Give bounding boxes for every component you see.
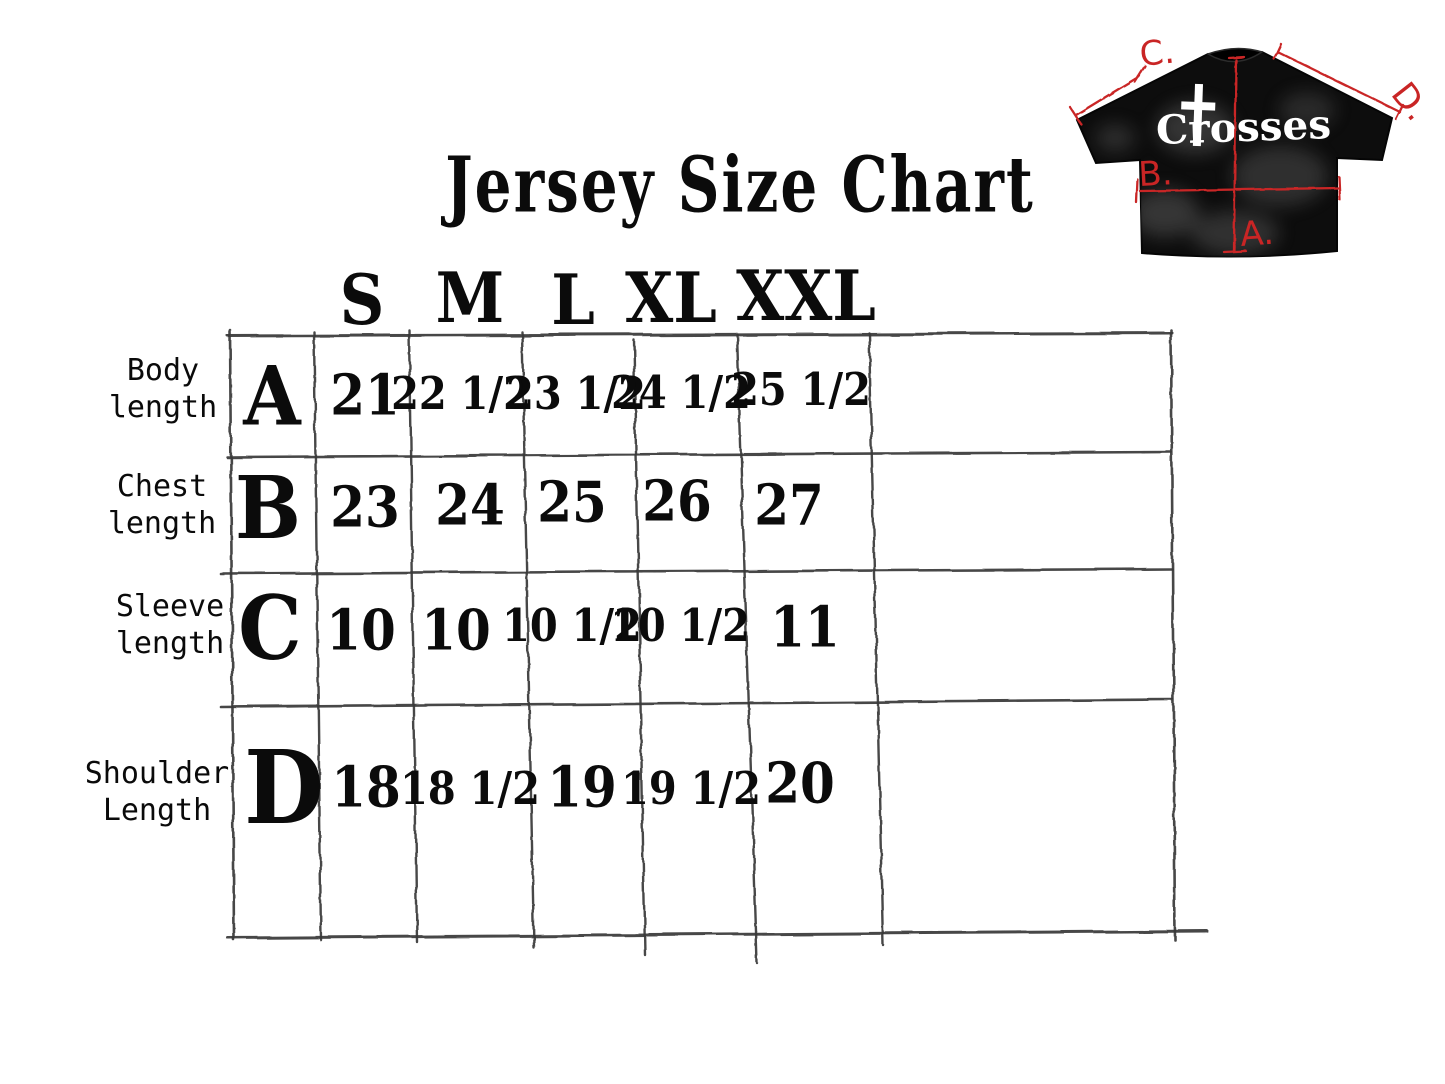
- measurement-line-a: [1222, 55, 1248, 254]
- grid-line-right: [1169, 328, 1177, 942]
- grid-line-top: [226, 331, 1174, 338]
- cell-chest-xl: 26: [642, 467, 712, 535]
- annotation-label-a: A.: [1239, 213, 1275, 255]
- row-label-line: length: [108, 390, 218, 425]
- row-label-line: Chest: [116, 469, 208, 504]
- annotation-label-b: B.: [1137, 153, 1173, 195]
- brand-print-text: Crosses: [1155, 101, 1332, 154]
- grid-line-letter-col: [312, 330, 323, 942]
- cell-shoulder-xl: 19 1/2: [621, 762, 761, 816]
- jersey-graphic: Crosses: [1068, 32, 1437, 258]
- cell-sleeve-s: 10: [326, 596, 396, 664]
- annotation-label-c: C.: [1138, 32, 1177, 75]
- grid-line-row-ab: [225, 450, 1173, 459]
- row-letter-a: A: [243, 349, 301, 445]
- grid-line-s-m: [407, 328, 419, 944]
- cell-sleeve-l: 10 1/2: [502, 599, 642, 653]
- size-header-xl: XL: [625, 257, 717, 339]
- cross-icon: [1181, 83, 1216, 147]
- cell-shoulder-s: 18: [331, 753, 401, 821]
- row-label-line: Length: [102, 793, 212, 828]
- grid-line-row-bc: [219, 567, 1174, 576]
- cell-body-xxl: 25 1/2: [731, 363, 871, 417]
- cell-chest-s: 23: [330, 473, 400, 541]
- grid-line-m-l: [520, 330, 536, 950]
- measurement-line-b: [1134, 175, 1342, 204]
- cell-chest-xxl: 27: [754, 471, 824, 539]
- page-title: Jersey Size Chart: [445, 140, 1035, 230]
- row-label-line: length: [107, 506, 217, 541]
- collar-band: [1206, 47, 1264, 63]
- grid-line-xl-xxl: [735, 332, 759, 965]
- row-label-line: Body: [126, 353, 200, 388]
- row-letter-b: B: [235, 458, 301, 560]
- cell-sleeve-xl: 10 1/2: [610, 599, 750, 653]
- row-label-chest-length: Chest length: [32, 468, 292, 542]
- cell-body-xl: 24 1/2: [611, 366, 751, 420]
- measurement-line-d: [1272, 42, 1405, 121]
- row-label-line: length: [115, 626, 225, 661]
- row-letter-d: D: [244, 728, 324, 848]
- size-header-m: M: [435, 257, 505, 339]
- measurement-line-c: [1068, 64, 1147, 126]
- size-header-s: S: [339, 259, 385, 341]
- row-label-body-length: Body length: [33, 352, 293, 426]
- row-letter-c: C: [238, 576, 302, 680]
- row-label-sleeve-length: Sleeve length: [40, 588, 300, 662]
- cell-body-s: 21: [330, 361, 400, 429]
- cell-body-l: 23 1/2: [506, 367, 646, 421]
- grid-line-xxl-end: [867, 331, 885, 947]
- size-header-xxl: XXL: [736, 255, 876, 337]
- cell-shoulder-xxl: 20: [765, 749, 835, 817]
- grid-line-bottom: [226, 929, 1209, 940]
- cell-shoulder-l: 19: [547, 753, 617, 821]
- grid-line-row-cd: [219, 698, 1175, 709]
- grid-line-left: [228, 328, 236, 942]
- cell-chest-l: 25: [537, 468, 607, 536]
- cell-sleeve-xxl: 11: [770, 593, 840, 661]
- cell-body-m: 22 1/2: [391, 367, 531, 421]
- row-label-line: Shoulder: [84, 756, 230, 791]
- cell-sleeve-m: 10: [421, 596, 491, 664]
- size-header-l: L: [551, 259, 595, 341]
- row-label-shoulder-length: Shoulder Length: [27, 755, 287, 829]
- row-label-line: Sleeve: [115, 589, 225, 624]
- grid-line-l-xl: [632, 338, 647, 957]
- tshirt-wash-texture: [1095, 92, 1335, 255]
- cell-chest-m: 24: [435, 471, 505, 539]
- cell-shoulder-m: 18 1/2: [400, 762, 540, 816]
